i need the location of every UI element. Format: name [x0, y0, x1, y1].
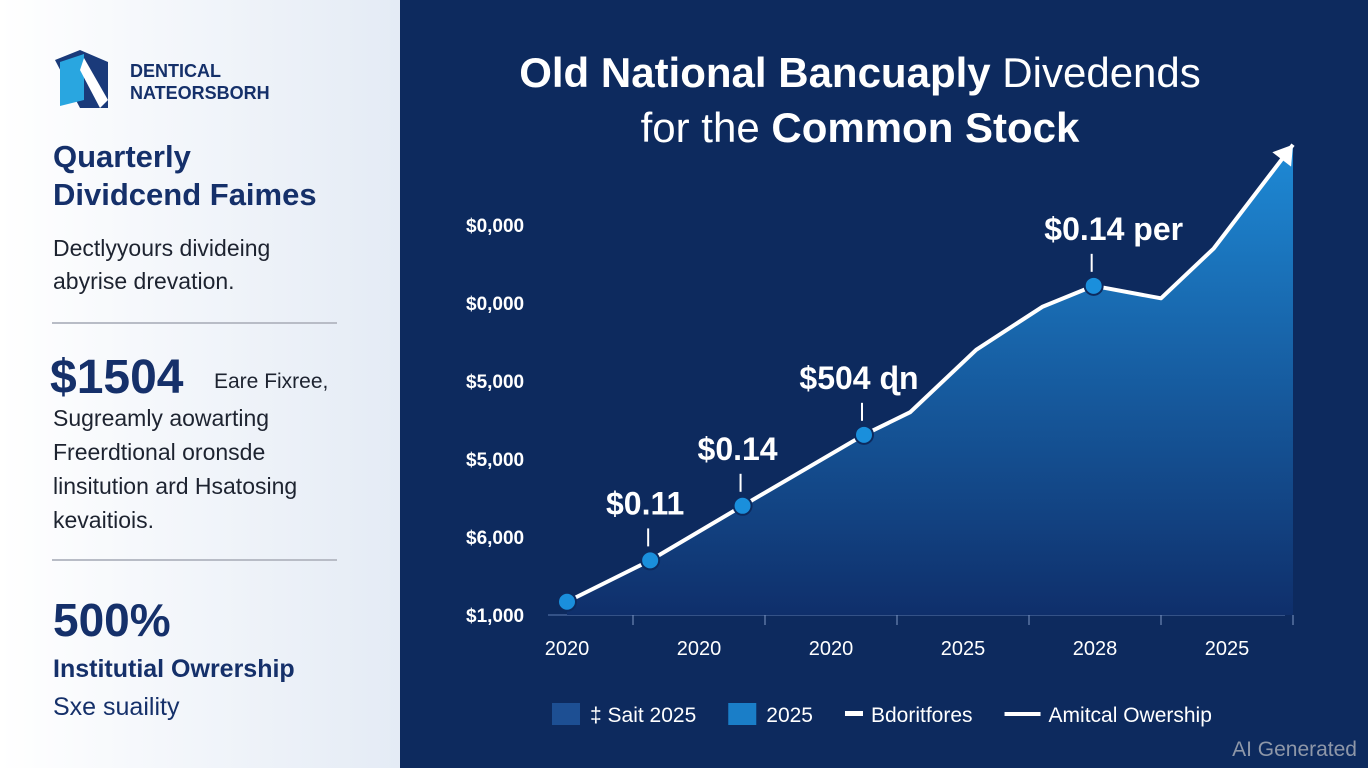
- heading: Dividcend Faimes: [53, 177, 317, 212]
- line: [566, 143, 1295, 604]
- stat-suffix: Eare Fixree,: [214, 370, 328, 393]
- data-point: [1083, 275, 1104, 296]
- legend-swatch: [844, 711, 863, 716]
- chart-title: Old National Bancuaply Divedends: [519, 49, 1201, 96]
- title-part: Divedends: [991, 49, 1201, 96]
- area: [567, 144, 1293, 615]
- x-tick-label: 2020: [545, 638, 590, 660]
- data-label: $0.14 per: [1044, 211, 1183, 247]
- y-tick-label: $0,000: [466, 294, 524, 315]
- x-tick-label: 2025: [941, 638, 986, 660]
- legend-swatch: [728, 703, 757, 725]
- x-tick-label: 2020: [677, 638, 722, 660]
- data-label: $504 ɖn: [799, 360, 918, 396]
- logo-icon: [55, 50, 108, 108]
- heading: Quarterly: [53, 139, 192, 174]
- title-part: for the: [641, 104, 772, 151]
- data-label: $0.11: [606, 485, 684, 521]
- logo-text: NATEORSBORH: [130, 83, 270, 103]
- x-tick-label: 2028: [1073, 638, 1118, 660]
- sidebar: [0, 0, 400, 768]
- stat-text: Institutial Owrership: [53, 655, 295, 683]
- stat-text: Freerdtional oronsde: [53, 439, 265, 465]
- chart-title: for the Common Stock: [641, 104, 1080, 151]
- data-point: [732, 495, 753, 516]
- x-tick-label: 2025: [1205, 638, 1250, 660]
- y-tick-label: $5,000: [466, 450, 524, 471]
- data-point: [557, 591, 577, 612]
- title-part: Common Stock: [771, 104, 1080, 151]
- y-tick-label: $5,000: [466, 372, 524, 393]
- logo-text: DENTICAL: [130, 61, 221, 81]
- title-part: Old National Bancuaply: [519, 49, 991, 96]
- stat-value: 500%: [53, 594, 171, 646]
- y-tick-label: $0,000: [466, 216, 524, 237]
- watermark: AI Generated: [1232, 738, 1357, 761]
- data-point: [854, 424, 874, 445]
- legend-label: Amitcal Owership: [1049, 704, 1212, 727]
- stat-text: linsitution ard Hsatosing: [53, 473, 297, 499]
- x-tick-label: 2020: [809, 638, 854, 660]
- legend-label: 2025: [766, 704, 813, 727]
- legend-swatch: [552, 703, 580, 725]
- intro: Dectlyyours divideing: [53, 235, 270, 261]
- intro: abyrise drevation.: [53, 268, 235, 294]
- stat-text: Sugreamly aowarting: [53, 405, 269, 431]
- y-tick-label: $1,000: [466, 606, 524, 627]
- arrow-head: [1272, 144, 1293, 167]
- data-label: $0.14: [698, 431, 778, 467]
- y-tick-label: $6,000: [466, 528, 524, 549]
- legend-label: ‡ Sait 2025: [590, 704, 696, 727]
- legend-label: Bdoritfores: [871, 704, 973, 727]
- stat-value: $1504: [50, 351, 184, 404]
- data-point: [640, 550, 661, 571]
- stat-text: kevaitiois.: [53, 507, 154, 533]
- stat-text: Sxe suaility: [53, 693, 180, 721]
